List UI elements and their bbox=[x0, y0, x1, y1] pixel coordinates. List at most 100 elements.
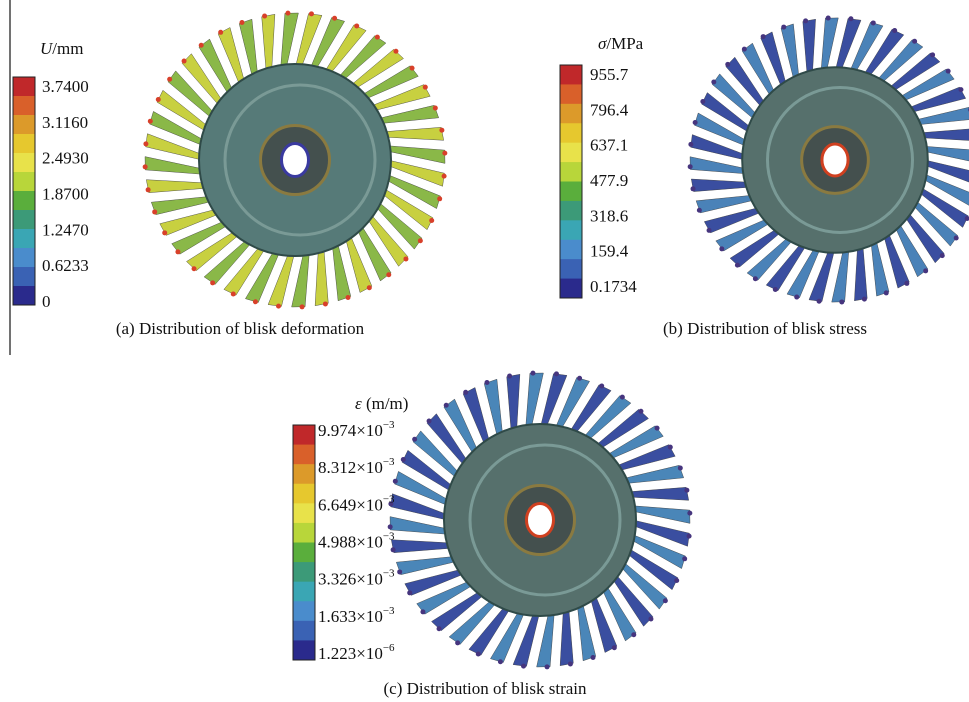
legend-label: 1.223×10−6 bbox=[318, 642, 395, 663]
blade-tip bbox=[725, 62, 730, 67]
blade-tip bbox=[146, 187, 151, 192]
bore bbox=[527, 504, 554, 537]
blade-tip bbox=[668, 445, 673, 450]
legend-band bbox=[293, 582, 315, 602]
legend-band bbox=[560, 259, 582, 279]
blade bbox=[915, 107, 969, 125]
blade-tip bbox=[688, 142, 693, 147]
blade-tip bbox=[375, 35, 380, 40]
label-exponent: −3 bbox=[383, 530, 395, 542]
blade bbox=[691, 179, 749, 192]
legend-label: 0 bbox=[42, 292, 51, 311]
blade-tip bbox=[143, 141, 148, 146]
label-exponent: −3 bbox=[383, 604, 395, 616]
legend-label: 2.4930 bbox=[42, 149, 89, 168]
blade bbox=[924, 146, 969, 163]
legend-label: 318.6 bbox=[590, 206, 628, 225]
blade-tip bbox=[599, 384, 604, 389]
blade bbox=[332, 241, 351, 301]
blade bbox=[315, 247, 328, 306]
legend-band bbox=[13, 172, 35, 192]
blade-tip bbox=[688, 164, 693, 169]
label-base: 477.9 bbox=[590, 171, 628, 190]
label-base: 0.1734 bbox=[590, 277, 637, 296]
blade bbox=[821, 18, 838, 73]
legend-band bbox=[13, 210, 35, 230]
legend-label: 159.4 bbox=[590, 242, 629, 261]
blade-tip bbox=[761, 34, 766, 39]
blade-tip bbox=[682, 556, 687, 561]
label-base: 1.633×10 bbox=[318, 607, 383, 626]
legend-unit: (m/m) bbox=[362, 394, 409, 413]
blade-tip bbox=[697, 208, 702, 213]
legend-band bbox=[13, 115, 35, 135]
blade-tip bbox=[655, 426, 660, 431]
label-base: 4.988×10 bbox=[318, 532, 383, 551]
blade bbox=[781, 24, 799, 82]
blade-tip bbox=[803, 18, 808, 23]
blade-tip bbox=[437, 626, 442, 631]
blade-tip bbox=[393, 479, 398, 484]
label-base: 3.1160 bbox=[42, 113, 88, 132]
blade-tip bbox=[940, 253, 945, 258]
legend-band bbox=[293, 464, 315, 484]
blade-tip bbox=[773, 287, 778, 292]
blade-tip bbox=[391, 547, 396, 552]
blade-tip bbox=[253, 299, 258, 304]
label-base: 0.6233 bbox=[42, 256, 89, 275]
blade bbox=[526, 373, 544, 430]
legend-band bbox=[13, 229, 35, 249]
blade-tip bbox=[700, 99, 705, 104]
blade-tip bbox=[742, 47, 747, 52]
label-base: 1.2470 bbox=[42, 220, 89, 239]
figure: U/mm3.74003.11602.49301.87001.24700.6233… bbox=[0, 0, 969, 702]
blade bbox=[146, 180, 206, 193]
legend-label: 3.7400 bbox=[42, 77, 89, 96]
legend-band bbox=[13, 248, 35, 268]
blade-tip bbox=[300, 304, 305, 309]
legend-band bbox=[13, 191, 35, 211]
blade-tip bbox=[143, 164, 148, 169]
blade-tip bbox=[309, 11, 314, 16]
blade-tip bbox=[323, 301, 328, 306]
label-exponent: −3 bbox=[383, 493, 395, 505]
legend-band bbox=[293, 445, 315, 465]
blade bbox=[262, 14, 275, 73]
blade-tip bbox=[285, 11, 290, 16]
blade-tip bbox=[427, 419, 432, 424]
blade-tip bbox=[554, 371, 559, 376]
blade-tip bbox=[892, 28, 897, 33]
blade-tip bbox=[684, 488, 689, 493]
blade-tip bbox=[930, 52, 935, 57]
blade-tip bbox=[231, 291, 236, 296]
blade-tip bbox=[455, 640, 460, 645]
legend-band bbox=[560, 143, 582, 163]
blade-tip bbox=[638, 409, 643, 414]
legend-label: 6.649×10−3 bbox=[318, 493, 395, 514]
label-base: 1.8700 bbox=[42, 184, 89, 203]
blade-tip bbox=[862, 297, 867, 302]
blade-tip bbox=[437, 196, 442, 201]
bore bbox=[822, 144, 848, 176]
blade-tip bbox=[904, 281, 909, 286]
blade-tip bbox=[958, 87, 963, 92]
blade-tip bbox=[401, 457, 406, 462]
legend-band bbox=[293, 640, 315, 660]
blade-tip bbox=[674, 578, 679, 583]
blade bbox=[151, 196, 212, 214]
legend-band bbox=[560, 65, 582, 85]
legend-label: 0.1734 bbox=[590, 277, 637, 296]
blade-tip bbox=[678, 466, 683, 471]
legend-label: 3.1160 bbox=[42, 113, 88, 132]
legend-label: 477.9 bbox=[590, 171, 628, 190]
blade-tip bbox=[420, 609, 425, 614]
blade-tip bbox=[346, 295, 351, 300]
blade-tip bbox=[826, 16, 831, 21]
blade-tip bbox=[568, 661, 573, 666]
blade-tip bbox=[707, 228, 712, 233]
legend-label: 796.4 bbox=[590, 100, 629, 119]
label-exponent: −3 bbox=[383, 567, 395, 579]
label-base: 6.649×10 bbox=[318, 495, 383, 514]
blade-tip bbox=[218, 30, 223, 35]
legend-band bbox=[293, 484, 315, 504]
